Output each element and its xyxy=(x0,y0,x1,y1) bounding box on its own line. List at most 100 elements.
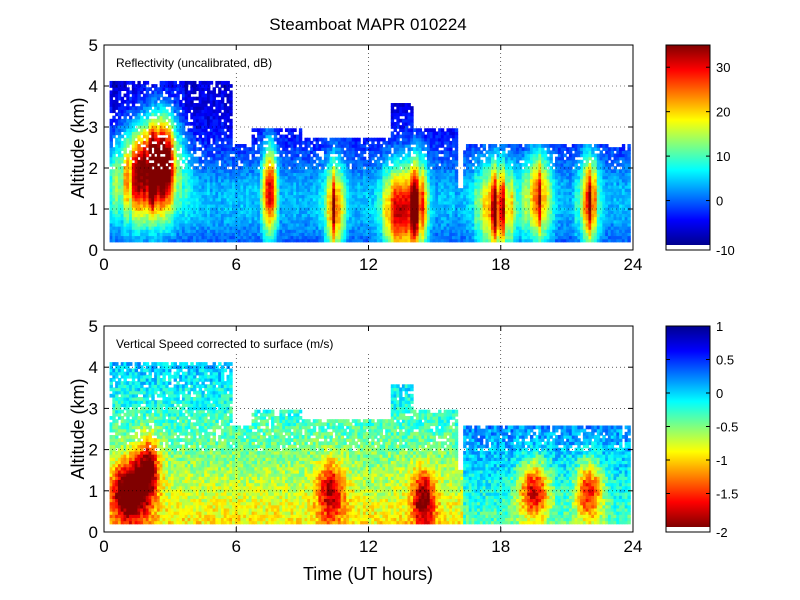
heatmap-cell xyxy=(259,169,264,174)
heatmap-cell xyxy=(173,93,177,98)
heatmap-cell xyxy=(126,188,130,192)
heatmap-cell xyxy=(340,166,345,170)
heatmap-cell xyxy=(382,159,386,164)
heatmap-cell xyxy=(151,99,155,104)
heatmap-cell xyxy=(326,175,331,180)
heatmap-cell xyxy=(429,159,434,164)
heatmap-cell xyxy=(148,191,152,196)
heatmap-cell xyxy=(142,131,147,136)
heatmap-cell xyxy=(438,213,442,218)
heatmap-cell xyxy=(354,213,358,218)
heatmap-cell xyxy=(318,147,322,151)
heatmap-cell xyxy=(312,235,317,240)
heatmap-cell xyxy=(162,222,166,227)
heatmap-cell xyxy=(452,238,456,243)
heatmap-cell xyxy=(237,235,242,240)
heatmap-cell xyxy=(304,229,308,233)
heatmap-cell xyxy=(449,166,453,170)
heatmap-cell xyxy=(148,188,152,192)
heatmap-cell xyxy=(254,229,258,233)
heatmap-cell xyxy=(240,213,244,218)
heatmap-cell xyxy=(304,216,308,221)
heatmap-cell xyxy=(154,185,158,189)
heatmap-cell xyxy=(162,115,166,120)
heatmap-cell xyxy=(443,222,448,227)
heatmap-cell xyxy=(323,181,328,186)
heatmap-cell xyxy=(354,191,358,196)
heatmap-cell xyxy=(179,156,183,161)
heatmap-cell xyxy=(301,178,306,183)
heatmap-cell xyxy=(170,210,175,215)
heatmap-cell xyxy=(479,144,484,148)
heatmap-cell xyxy=(276,200,280,205)
heatmap-cell xyxy=(112,153,116,158)
heatmap-cell xyxy=(156,216,161,221)
heatmap-cell xyxy=(151,137,155,142)
heatmap-cell xyxy=(131,87,136,92)
heatmap-cell xyxy=(318,229,322,233)
heatmap-cell xyxy=(220,121,225,126)
heatmap-cell xyxy=(262,232,267,237)
heatmap-cell xyxy=(429,188,434,192)
heatmap-cell xyxy=(401,203,406,208)
heatmap-cell xyxy=(296,203,300,208)
heatmap-cell xyxy=(154,191,158,196)
heatmap-cell xyxy=(184,172,189,177)
heatmap-cell xyxy=(232,226,236,230)
heatmap-cell xyxy=(452,197,456,202)
heatmap-cell xyxy=(156,87,161,92)
heatmap-cell xyxy=(226,194,230,199)
heatmap-cell xyxy=(335,197,339,202)
heatmap-cell xyxy=(218,235,222,240)
heatmap-cell xyxy=(410,213,414,218)
heatmap-cell xyxy=(126,128,130,133)
heatmap-cell xyxy=(290,226,294,230)
heatmap-cell xyxy=(245,238,250,243)
heatmap-cell xyxy=(257,226,261,230)
heatmap-cell xyxy=(117,216,122,221)
heatmap-cell xyxy=(162,226,166,230)
heatmap-cell xyxy=(195,188,200,192)
heatmap-cell xyxy=(276,166,280,170)
heatmap-cell xyxy=(340,150,345,155)
heatmap-cell xyxy=(162,203,166,208)
heatmap-cell xyxy=(332,185,336,189)
heatmap-cell xyxy=(415,219,420,224)
heatmap-cell xyxy=(463,226,467,230)
heatmap-cell xyxy=(432,216,436,221)
heatmap-cell xyxy=(357,200,361,205)
heatmap-cell xyxy=(371,162,375,167)
heatmap-cell xyxy=(223,131,228,136)
heatmap-cell xyxy=(198,232,203,237)
heatmap-cell xyxy=(479,238,484,243)
heatmap-cell xyxy=(168,181,172,186)
heatmap-cell xyxy=(474,210,478,215)
heatmap-cell xyxy=(251,203,255,208)
heatmap-cell xyxy=(421,178,425,183)
heatmap-cell xyxy=(117,106,122,110)
heatmap-cell xyxy=(165,131,169,136)
heatmap-cell xyxy=(282,156,286,161)
heatmap-cell xyxy=(463,213,467,218)
heatmap-cell xyxy=(212,175,216,180)
heatmap-cell xyxy=(195,121,200,126)
heatmap-cell xyxy=(312,197,317,202)
heatmap-cell xyxy=(460,229,464,233)
heatmap-cell xyxy=(268,213,272,218)
heatmap-cell xyxy=(413,210,417,215)
heatmap-cell xyxy=(349,169,353,174)
heatmap-cell xyxy=(181,178,186,183)
heatmap-cell xyxy=(454,222,459,227)
heatmap-cell xyxy=(477,235,481,240)
heatmap-cell xyxy=(307,153,311,158)
heatmap-cell xyxy=(176,197,180,202)
heatmap-cell xyxy=(393,238,397,243)
heatmap-cell xyxy=(170,156,175,161)
heatmap-cell xyxy=(368,178,372,183)
heatmap-cell xyxy=(201,226,205,230)
heatmap-cell xyxy=(301,185,306,189)
heatmap-cell xyxy=(284,213,289,218)
heatmap-cell xyxy=(298,185,303,189)
heatmap-cell xyxy=(154,87,158,92)
heatmap-cell xyxy=(273,150,278,155)
